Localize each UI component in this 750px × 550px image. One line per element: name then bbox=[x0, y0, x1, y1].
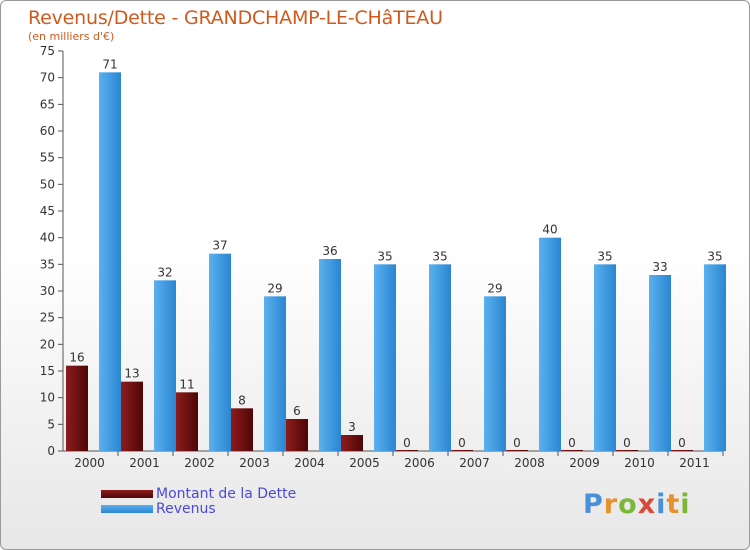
bar-revenus bbox=[374, 264, 396, 451]
x-tick-label: 2004 bbox=[294, 456, 325, 470]
bar-dette bbox=[286, 419, 308, 451]
bar-dette bbox=[506, 450, 528, 451]
legend-swatch-dette bbox=[101, 490, 153, 498]
data-label-revenus: 29 bbox=[487, 281, 502, 295]
logo-letter: i bbox=[680, 489, 691, 520]
bar-dette bbox=[451, 450, 473, 451]
x-tick-label: 2001 bbox=[129, 456, 160, 470]
y-tick-label: 75 bbox=[40, 44, 55, 58]
logo-letter: r bbox=[603, 489, 619, 520]
bar-revenus bbox=[99, 72, 121, 451]
bar-revenus bbox=[209, 253, 231, 451]
data-label-revenus: 40 bbox=[542, 223, 557, 237]
logo-letter: i bbox=[656, 489, 667, 520]
data-label-revenus: 35 bbox=[377, 249, 392, 263]
bar-dette bbox=[341, 435, 363, 451]
x-tick-label: 2000 bbox=[74, 456, 105, 470]
bar-dette bbox=[616, 450, 638, 451]
logo-letter: t bbox=[666, 489, 681, 520]
y-tick-label: 20 bbox=[40, 337, 55, 351]
data-label-revenus: 33 bbox=[652, 260, 667, 274]
data-label-revenus: 36 bbox=[322, 244, 337, 258]
data-label-revenus: 29 bbox=[267, 281, 282, 295]
x-tick-label: 2009 bbox=[569, 456, 600, 470]
y-tick-label: 60 bbox=[40, 124, 55, 138]
y-tick-label: 45 bbox=[40, 204, 55, 218]
x-tick-label: 2003 bbox=[239, 456, 270, 470]
bar-revenus bbox=[154, 280, 176, 451]
data-label-dette: 0 bbox=[568, 436, 576, 450]
data-label-dette: 16 bbox=[69, 351, 84, 365]
data-label-dette: 11 bbox=[179, 377, 194, 391]
bar-revenus bbox=[539, 237, 561, 451]
bar-dette bbox=[396, 450, 418, 451]
data-label-dette: 0 bbox=[623, 436, 631, 450]
y-tick-label: 25 bbox=[40, 311, 55, 325]
bar-revenus bbox=[264, 296, 286, 451]
logo-letter: o bbox=[618, 489, 638, 520]
proxiti-logo: Proxiti bbox=[583, 489, 691, 520]
y-tick-label: 55 bbox=[40, 151, 55, 165]
y-tick-label: 30 bbox=[40, 284, 55, 298]
bar-dette bbox=[121, 381, 143, 451]
data-label-dette: 13 bbox=[124, 367, 139, 381]
x-tick-label: 2008 bbox=[514, 456, 545, 470]
data-label-revenus: 35 bbox=[707, 249, 722, 263]
bar-revenus bbox=[484, 296, 506, 451]
data-label-dette: 3 bbox=[348, 420, 356, 434]
x-tick-label: 2006 bbox=[404, 456, 435, 470]
data-label-dette: 0 bbox=[458, 436, 466, 450]
x-tick-label: 2011 bbox=[679, 456, 710, 470]
y-tick-label: 40 bbox=[40, 231, 55, 245]
logo-letter: x bbox=[637, 489, 657, 520]
logo-letter: P bbox=[583, 489, 604, 520]
x-tick-label: 2010 bbox=[624, 456, 655, 470]
bar-dette bbox=[231, 408, 253, 451]
data-label-dette: 8 bbox=[238, 393, 246, 407]
legend-label-revenus: Revenus bbox=[156, 501, 216, 517]
x-tick-label: 2002 bbox=[184, 456, 215, 470]
data-label-revenus: 71 bbox=[102, 57, 117, 71]
y-tick-label: 50 bbox=[40, 177, 55, 191]
y-tick-label: 70 bbox=[40, 71, 55, 85]
bar-revenus bbox=[429, 264, 451, 451]
data-label-dette: 6 bbox=[293, 404, 301, 418]
bar-revenus bbox=[649, 275, 671, 451]
bar-revenus bbox=[594, 264, 616, 451]
data-label-revenus: 35 bbox=[432, 249, 447, 263]
data-label-revenus: 35 bbox=[597, 249, 612, 263]
bar-revenus bbox=[704, 264, 726, 451]
bar-dette bbox=[66, 365, 88, 451]
y-tick-label: 65 bbox=[40, 97, 55, 111]
data-label-dette: 0 bbox=[678, 436, 686, 450]
bar-revenus bbox=[319, 259, 341, 451]
data-label-dette: 0 bbox=[403, 436, 411, 450]
legend-label-dette: Montant de la Dette bbox=[156, 486, 297, 502]
x-tick-label: 2005 bbox=[349, 456, 380, 470]
chart-subtitle: (en milliers d'€) bbox=[28, 30, 115, 43]
y-tick-label: 15 bbox=[40, 364, 55, 378]
data-label-revenus: 37 bbox=[212, 239, 227, 253]
legend-swatch-revenus bbox=[101, 505, 153, 513]
y-tick-label: 0 bbox=[47, 444, 55, 458]
data-label-dette: 0 bbox=[513, 436, 521, 450]
y-tick-label: 5 bbox=[47, 417, 55, 431]
y-tick-label: 10 bbox=[40, 391, 55, 405]
x-tick-label: 2007 bbox=[459, 456, 490, 470]
chart-title: Revenus/Dette - GRANDCHAMP-LE-CHâTEAU bbox=[28, 7, 443, 29]
bar-dette bbox=[176, 392, 198, 451]
y-tick-label: 35 bbox=[40, 257, 55, 271]
data-label-revenus: 32 bbox=[157, 265, 172, 279]
bar-dette bbox=[671, 450, 693, 451]
bar-dette bbox=[561, 450, 583, 451]
